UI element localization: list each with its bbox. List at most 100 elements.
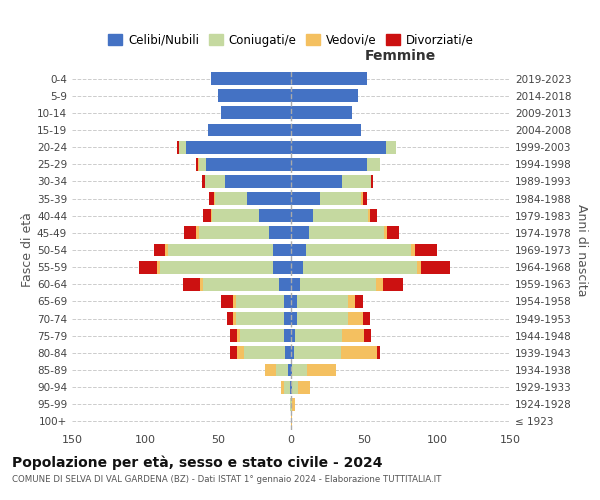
Bar (342, 330, 364, 342)
Bar (244, 346, 285, 360)
Bar (376, 278, 383, 290)
Bar (371, 175, 373, 188)
Bar (348, 312, 362, 325)
Bar (291, 364, 292, 376)
Bar (277, 364, 288, 376)
Bar (411, 244, 415, 256)
Bar (362, 192, 367, 205)
Bar (196, 226, 199, 239)
Bar (291, 278, 300, 290)
Bar (199, 226, 269, 239)
Bar (297, 295, 348, 308)
Bar (292, 380, 298, 394)
Bar (362, 312, 370, 325)
Bar (300, 278, 376, 290)
Bar (236, 312, 284, 325)
Bar (368, 210, 370, 222)
Bar (230, 346, 237, 360)
Bar (291, 380, 292, 394)
Bar (284, 312, 291, 325)
Bar (291, 244, 305, 256)
Bar (214, 192, 215, 205)
Bar (184, 226, 196, 239)
Bar (367, 158, 380, 170)
Bar (291, 175, 342, 188)
Bar (291, 415, 292, 428)
Bar (415, 244, 437, 256)
Bar (386, 140, 396, 153)
Bar (388, 226, 399, 239)
Bar (274, 244, 291, 256)
Bar (269, 226, 291, 239)
Bar (284, 380, 290, 394)
Bar (291, 124, 361, 136)
Bar (290, 380, 291, 394)
Bar (313, 210, 368, 222)
Bar (177, 140, 179, 153)
Bar (291, 260, 302, 274)
Bar (284, 295, 291, 308)
Bar (166, 244, 169, 256)
Bar (211, 72, 291, 85)
Legend: Celibi/Nubili, Coniugati/e, Vedovi/e, Divorziati/e: Celibi/Nubili, Coniugati/e, Vedovi/e, Di… (103, 29, 479, 52)
Bar (342, 175, 371, 188)
Bar (221, 106, 291, 120)
Bar (215, 192, 247, 205)
Bar (157, 260, 160, 274)
Bar (320, 192, 361, 205)
Bar (291, 226, 308, 239)
Bar (265, 364, 277, 376)
Bar (274, 260, 291, 274)
Bar (421, 260, 450, 274)
Bar (179, 140, 186, 153)
Text: Femmine: Femmine (365, 49, 436, 63)
Bar (197, 158, 199, 170)
Bar (291, 106, 352, 120)
Bar (305, 244, 411, 256)
Bar (291, 398, 292, 410)
Bar (247, 192, 291, 205)
Bar (291, 295, 297, 308)
Bar (259, 210, 291, 222)
Bar (183, 278, 200, 290)
Bar (355, 295, 362, 308)
Bar (205, 175, 226, 188)
Bar (291, 140, 386, 153)
Bar (285, 346, 291, 360)
Bar (308, 226, 385, 239)
Bar (200, 278, 203, 290)
Bar (218, 90, 291, 102)
Bar (196, 158, 197, 170)
Bar (240, 330, 284, 342)
Bar (292, 398, 295, 410)
Bar (295, 330, 342, 342)
Bar (281, 380, 284, 394)
Bar (294, 346, 341, 360)
Text: COMUNE DI SELVA DI VAL GARDENA (BZ) - Dati ISTAT 1° gennaio 2024 - Elaborazione : COMUNE DI SELVA DI VAL GARDENA (BZ) - Da… (12, 475, 442, 484)
Bar (169, 244, 274, 256)
Bar (297, 312, 348, 325)
Bar (291, 90, 358, 102)
Bar (291, 312, 297, 325)
Bar (160, 260, 274, 274)
Bar (383, 278, 403, 290)
Bar (203, 278, 280, 290)
Bar (206, 158, 291, 170)
Bar (236, 295, 284, 308)
Bar (227, 312, 233, 325)
Bar (203, 210, 211, 222)
Bar (291, 192, 320, 205)
Bar (361, 192, 362, 205)
Bar (291, 330, 295, 342)
Bar (226, 175, 291, 188)
Bar (186, 140, 291, 153)
Bar (202, 175, 205, 188)
Bar (364, 330, 371, 342)
Bar (290, 398, 291, 410)
Bar (199, 158, 206, 170)
Bar (291, 158, 367, 170)
Bar (377, 346, 380, 360)
Bar (221, 295, 233, 308)
Bar (280, 278, 291, 290)
Bar (154, 244, 166, 256)
